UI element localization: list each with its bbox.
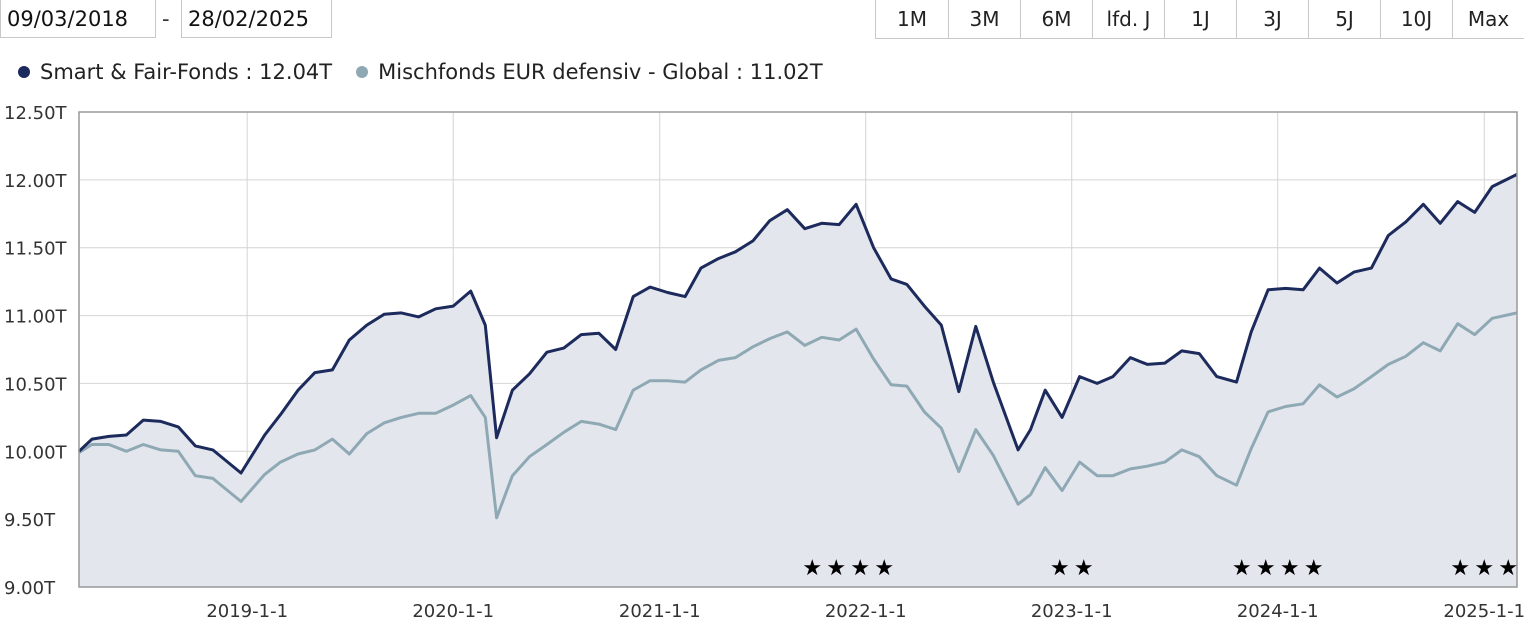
rating-star: ★ bbox=[1498, 556, 1518, 581]
plot-frame bbox=[78, 111, 1518, 588]
performance-chart: 9.00T 9.50T 10.00T 10.50T 11.00T 11.50T 12.00T… bbox=[4, 103, 1524, 622]
y-tick-label: 11.50T bbox=[4, 239, 68, 260]
range-button-3m[interactable]: 3M bbox=[948, 0, 1020, 38]
y-tick-label: 10.00T bbox=[4, 442, 68, 463]
date-range-separator: - bbox=[162, 7, 170, 31]
y-tick-label: 12.50T bbox=[4, 103, 68, 124]
rating-star: ★ bbox=[1256, 556, 1276, 581]
range-button-1m[interactable]: 1M bbox=[897, 7, 927, 31]
legend-series-value-fund: 12.04T bbox=[259, 60, 333, 84]
start-date-input[interactable]: 09/03/2018 bbox=[0, 0, 156, 38]
legend-item-fund[interactable]: Smart & Fair-Fonds : 12.04T bbox=[18, 60, 332, 84]
range-button-ytd[interactable]: lfd. J bbox=[1092, 0, 1164, 38]
x-tick-label: 2025-1-1 bbox=[1443, 601, 1524, 622]
y-tick-label: 12.00T bbox=[4, 171, 68, 192]
range-button-5y[interactable]: 5J bbox=[1308, 0, 1380, 38]
x-tick-label: 2024-1-1 bbox=[1237, 601, 1319, 622]
x-tick-label: 2020-1-1 bbox=[412, 601, 494, 622]
y-tick-label: 11.00T bbox=[4, 307, 68, 328]
y-tick-label: 10.50T bbox=[4, 374, 68, 395]
rating-star: ★ bbox=[874, 556, 894, 581]
legend-item-category[interactable]: Mischfonds EUR defensiv - Global : 11.02… bbox=[356, 60, 823, 84]
rating-star: ★ bbox=[1450, 556, 1470, 581]
x-tick-label: 2021-1-1 bbox=[619, 601, 701, 622]
legend-series-value-category: 11.02T bbox=[749, 60, 823, 84]
rating-star: ★ bbox=[850, 556, 870, 581]
range-button-6m[interactable]: 6M bbox=[1020, 0, 1092, 38]
series-line-category bbox=[78, 311, 1518, 520]
y-tick-label: 9.00T bbox=[4, 578, 56, 599]
chart-legend: Smart & Fair-Fonds : 12.04T Mischfonds E… bbox=[18, 60, 847, 84]
rating-star: ★ bbox=[1074, 556, 1094, 581]
legend-marker-category bbox=[356, 66, 369, 78]
rating-star: ★ bbox=[1280, 556, 1300, 581]
rating-star: ★ bbox=[1474, 556, 1494, 581]
series-line-fund bbox=[77, 173, 1518, 475]
x-tick-label: 2023-1-1 bbox=[1031, 601, 1113, 622]
range-button-10y[interactable]: 10J bbox=[1380, 0, 1452, 38]
range-button-1y[interactable]: 1J bbox=[1164, 0, 1236, 38]
x-tick-label: 2019-1-1 bbox=[206, 601, 288, 622]
range-button-3y[interactable]: 3J bbox=[1236, 0, 1308, 38]
series-area-fund bbox=[79, 174, 1517, 587]
time-range-selector: 1M 3M 6M lfd. J 1J 3J 5J 10J Max bbox=[875, 0, 1524, 39]
x-tick-label: 2022-1-1 bbox=[825, 601, 907, 622]
range-button-max[interactable]: Max bbox=[1452, 0, 1524, 38]
legend-marker-fund bbox=[18, 66, 30, 78]
legend-label-category: Mischfonds EUR defensiv - Global : 11.02… bbox=[378, 60, 823, 84]
legend-label-fund: Smart & Fair-Fonds : 12.04T bbox=[40, 60, 333, 84]
end-date-input[interactable]: 28/02/2025 bbox=[181, 0, 332, 38]
rating-star: ★ bbox=[802, 556, 822, 581]
rating-star: ★ bbox=[1050, 556, 1070, 581]
rating-star: ★ bbox=[826, 556, 846, 581]
legend-series-name-category: Mischfonds EUR defensiv - Global bbox=[378, 60, 730, 84]
y-tick-label: 9.50T bbox=[4, 510, 56, 531]
legend-series-name-fund: Smart & Fair-Fonds bbox=[40, 60, 239, 84]
rating-star: ★ bbox=[1232, 556, 1252, 581]
rating-star: ★ bbox=[1304, 556, 1324, 581]
